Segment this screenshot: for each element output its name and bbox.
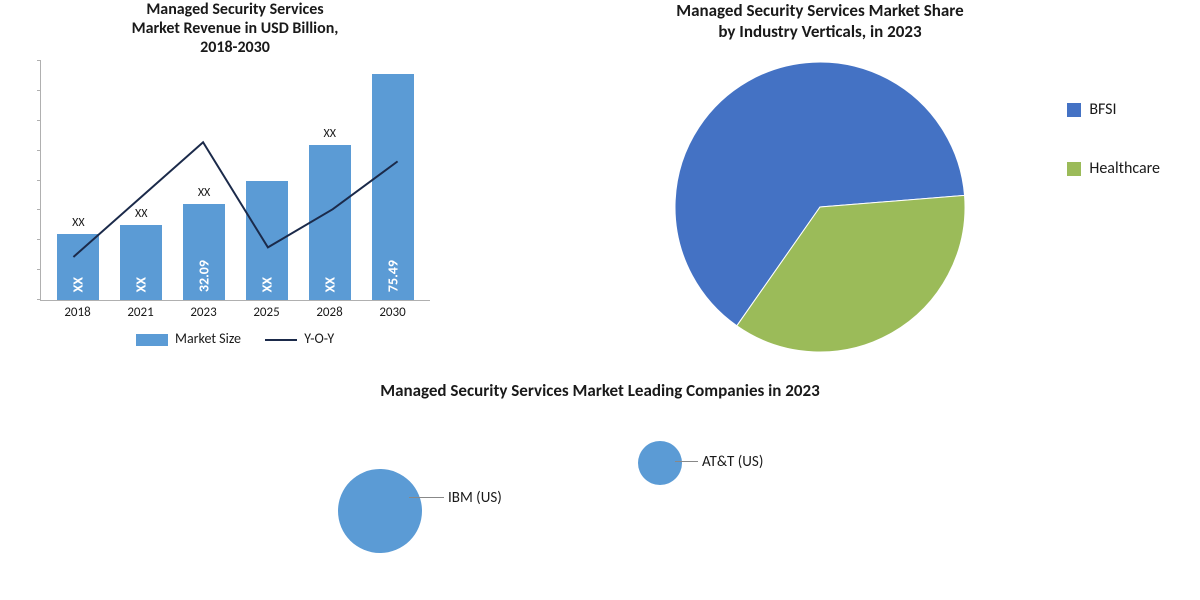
bar-chart-panel: Managed Security Services Market Revenue…	[0, 0, 440, 370]
legend-yoy-label: Y-O-Y	[304, 330, 334, 347]
legend-yoy: Y-O-Y	[265, 330, 334, 347]
pie-legend-label: BFSI	[1089, 100, 1116, 119]
bar-top-annotation: XX	[323, 127, 335, 141]
bars-wrap: XXXXXXXXXX32.09XXXXXX75.49	[41, 61, 430, 300]
bar-slot: XXXX	[309, 145, 351, 300]
bar-x-label: 2021	[127, 305, 153, 320]
legend-swatch-line	[265, 339, 297, 341]
company-bubble-label: IBM (US)	[448, 489, 502, 507]
bar: XX	[309, 145, 351, 300]
pie-chart-panel: Managed Security Services Market Share b…	[440, 0, 1200, 370]
bar-x-label: 2018	[64, 305, 90, 320]
pie-title-line-2: by Industry Verticals, in 2023	[460, 21, 1180, 42]
legend-swatch	[1067, 103, 1081, 117]
pie-legend-item: Healthcare	[1067, 159, 1160, 178]
bar-title-line-1: Managed Security Services	[40, 0, 430, 19]
bar-x-label: 2023	[190, 305, 216, 320]
legend-market-size: Market Size	[136, 330, 241, 347]
bar-chart-title: Managed Security Services Market Revenue…	[40, 0, 430, 57]
bar-title-line-3: 2018-2030	[40, 38, 430, 57]
bar-value-label: 32.09	[196, 260, 213, 292]
legend-swatch-bar	[136, 334, 168, 346]
pie-legend-label: Healthcare	[1089, 159, 1160, 178]
bar-value-label: XX	[133, 277, 150, 292]
bar-value-label: 75.49	[384, 260, 401, 292]
bar-legend: Market Size Y-O-Y	[40, 330, 430, 347]
pie-legend-item: BFSI	[1067, 100, 1160, 119]
legend-swatch	[1067, 162, 1081, 176]
bar-x-label: 2030	[379, 305, 405, 320]
bar-value-label: XX	[258, 277, 275, 292]
company-bubble	[638, 441, 682, 485]
bar-x-label: 2025	[253, 305, 279, 320]
legend-market-size-label: Market Size	[175, 330, 241, 347]
company-bubble	[338, 469, 422, 553]
pie-chart	[660, 52, 980, 352]
pie-legend: BFSI Healthcare	[1067, 100, 1160, 218]
bar-top-annotation: XX	[135, 207, 147, 221]
pie-title-line-1: Managed Security Services Market Share	[460, 0, 1180, 21]
bubble-leader-line	[409, 497, 444, 498]
bar-chart-area: XXXXXXXXXX32.09XXXXXX75.49	[40, 61, 430, 301]
bar-top-annotation: XX	[198, 186, 210, 200]
companies-title: Managed Security Services Market Leading…	[40, 380, 1160, 401]
bar-top-annotation: XX	[72, 216, 84, 230]
bar-slot: 75.49	[372, 74, 414, 300]
bar-slot: XXXX	[57, 234, 99, 300]
bubble-leader-line	[675, 461, 698, 462]
companies-panel: Managed Security Services Market Leading…	[0, 370, 1200, 561]
companies-bubbles: IBM (US) AT&T (US)	[40, 401, 1160, 561]
bar: XX	[57, 234, 99, 300]
bar-title-line-2: Market Revenue in USD Billion,	[40, 19, 430, 38]
bar-x-labels: 2018 2021 2023 2025 2028 2030	[40, 301, 430, 320]
bar: XX	[120, 225, 162, 300]
company-bubble-label: AT&T (US)	[702, 453, 763, 471]
bar-slot: XXXX	[120, 225, 162, 300]
bar: XX	[246, 181, 288, 301]
top-row: Managed Security Services Market Revenue…	[0, 0, 1200, 370]
bar: 75.49	[372, 74, 414, 300]
bar-slot: XX	[246, 181, 288, 301]
bar-value-label: XX	[70, 277, 87, 292]
bar-slot: XX32.09	[183, 204, 225, 300]
bar-x-label: 2028	[316, 305, 342, 320]
pie-chart-title: Managed Security Services Market Share b…	[460, 0, 1180, 42]
bar: 32.09	[183, 204, 225, 300]
bar-value-label: XX	[321, 277, 338, 292]
